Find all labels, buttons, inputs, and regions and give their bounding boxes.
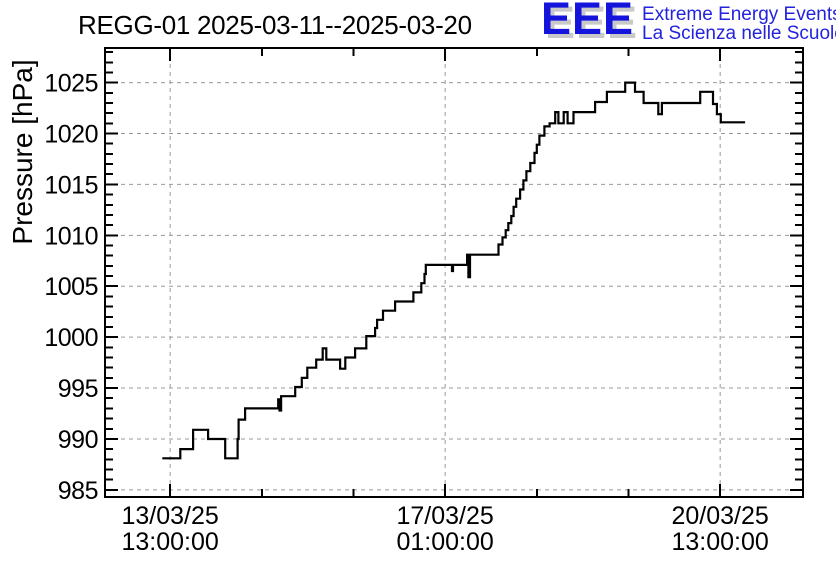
y-axis-title: Pressure [hPa] <box>7 59 38 244</box>
y-tick-label: 985 <box>58 477 98 505</box>
y-tick-label: 1000 <box>44 324 98 352</box>
eee-logo-mark: EEE <box>541 0 635 44</box>
y-tick-label: 1015 <box>44 171 98 199</box>
y-tick-label: 1020 <box>44 121 98 149</box>
x-tick-label-time: 13:00:00 <box>672 528 769 556</box>
x-tick-label-date: 13/03/25 <box>121 502 218 530</box>
x-tick-label-date: 17/03/25 <box>396 502 493 530</box>
chart-title: REGG-01 2025-03-11--2025-03-20 <box>78 10 472 40</box>
x-tick-label-time: 13:00:00 <box>121 528 218 556</box>
y-tick-label: 990 <box>58 426 98 454</box>
y-tick-label: 1010 <box>44 222 98 250</box>
eee-logo-text: Extreme Energy Events La Scienza nelle S… <box>642 1 836 43</box>
x-tick-label-time: 01:00:00 <box>396 528 493 556</box>
plot-frame <box>104 47 804 498</box>
y-tick-label: 1025 <box>44 70 98 98</box>
y-tick-label: 1005 <box>44 273 98 301</box>
y-tick-label: 995 <box>58 375 98 403</box>
eee-logo-line1: Extreme Energy Events <box>642 4 836 25</box>
eee-logo-line2: La Scienza nelle Scuole <box>642 23 836 44</box>
pressure-series-line <box>162 81 746 460</box>
eee-logo: EEE Extreme Energy Events La Scienza nel… <box>541 0 836 44</box>
x-tick-label-date: 20/03/25 <box>672 502 769 530</box>
